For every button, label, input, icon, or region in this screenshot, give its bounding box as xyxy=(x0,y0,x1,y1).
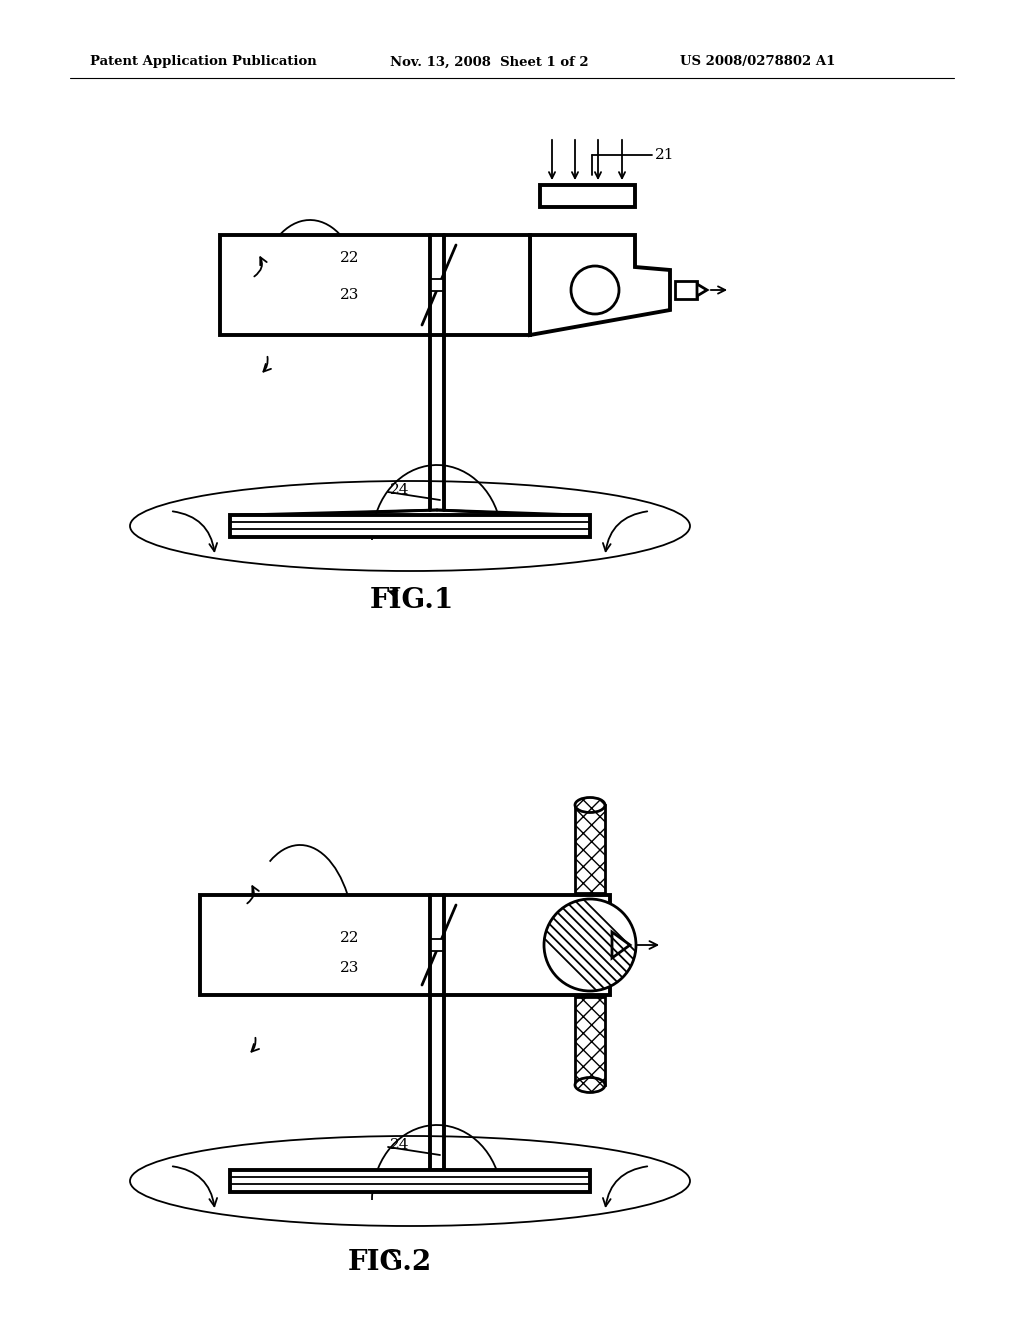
Circle shape xyxy=(571,267,618,314)
Text: 24: 24 xyxy=(390,1138,410,1152)
Text: 21: 21 xyxy=(655,148,675,162)
Text: Nov. 13, 2008  Sheet 1 of 2: Nov. 13, 2008 Sheet 1 of 2 xyxy=(390,55,589,69)
Text: 22: 22 xyxy=(340,931,359,945)
Text: Patent Application Publication: Patent Application Publication xyxy=(90,55,316,69)
Bar xyxy=(230,515,590,537)
Polygon shape xyxy=(612,932,630,958)
Polygon shape xyxy=(697,284,707,296)
Bar xyxy=(230,1170,590,1192)
Bar xyxy=(200,895,610,995)
Bar xyxy=(540,185,635,207)
Polygon shape xyxy=(530,235,670,335)
Text: FIG.2: FIG.2 xyxy=(348,1249,432,1275)
Text: US 2008/0278802 A1: US 2008/0278802 A1 xyxy=(680,55,836,69)
Bar xyxy=(431,939,443,950)
Text: 23: 23 xyxy=(340,961,359,975)
Ellipse shape xyxy=(575,797,605,813)
Bar xyxy=(675,281,697,300)
Text: 23: 23 xyxy=(340,288,359,302)
Bar xyxy=(220,235,530,335)
Text: 22: 22 xyxy=(340,251,359,265)
Text: 24: 24 xyxy=(390,483,410,498)
Bar xyxy=(575,805,605,894)
Text: FIG.1: FIG.1 xyxy=(370,586,454,614)
Ellipse shape xyxy=(575,1077,605,1093)
Bar xyxy=(575,997,605,1085)
Circle shape xyxy=(544,899,636,991)
Bar xyxy=(431,279,443,290)
